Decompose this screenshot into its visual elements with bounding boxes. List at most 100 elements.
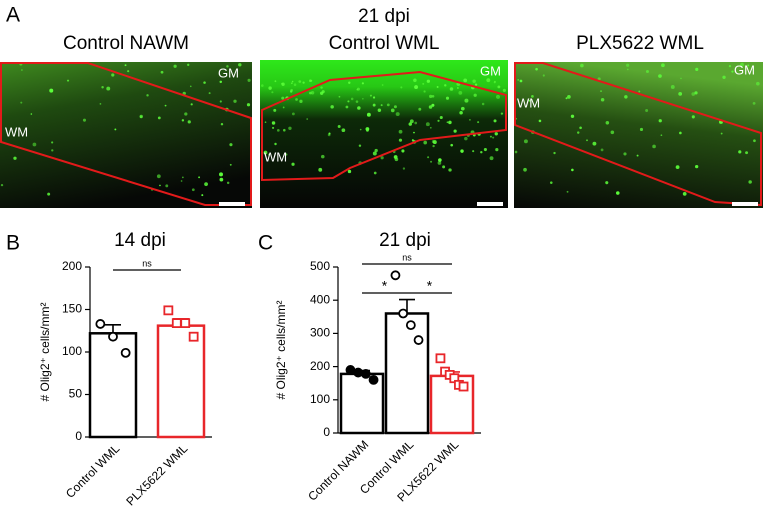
- cell-dot: [567, 95, 571, 99]
- cell-dot: [66, 79, 70, 82]
- cell-dot: [203, 81, 206, 84]
- cell-dot: [298, 80, 302, 83]
- cell-dot: [600, 90, 602, 92]
- region-label: WM: [517, 95, 540, 110]
- cell-dot: [381, 84, 384, 86]
- outline: [261, 70, 507, 182]
- cell-dot: [738, 150, 742, 154]
- cell-dot: [337, 125, 341, 128]
- cell-dot: [47, 192, 51, 196]
- significance-label: *: [427, 278, 433, 294]
- cell-dot: [157, 116, 161, 120]
- cell-dot: [302, 81, 305, 84]
- cell-dot: [425, 122, 430, 127]
- cell-dot: [219, 177, 224, 182]
- cell-dot: [291, 112, 295, 116]
- cell-dot: [111, 73, 115, 77]
- cell-dot: [453, 129, 457, 133]
- cell-dot: [626, 68, 629, 71]
- significance-label: ns: [142, 258, 152, 268]
- cell-dot: [358, 144, 362, 147]
- cell-dot: [219, 172, 224, 177]
- cell-dot: [402, 167, 406, 170]
- cell-dot: [437, 161, 442, 165]
- cell-dot: [159, 184, 161, 187]
- cell-dot: [30, 113, 33, 115]
- cell-dot: [338, 95, 341, 98]
- cell-dot: [398, 138, 403, 142]
- cell-dot: [695, 164, 699, 169]
- cell-dot: [495, 148, 499, 152]
- cell-dot: [283, 128, 286, 132]
- region-label: GM: [734, 62, 755, 77]
- cell-dot: [639, 127, 644, 132]
- cell-dot: [731, 70, 734, 73]
- cell-dot: [694, 91, 698, 95]
- cell-dot: [483, 147, 487, 152]
- data-point: [368, 374, 379, 385]
- cell-dot: [458, 90, 463, 95]
- cell-dot: [678, 92, 683, 96]
- cell-dot: [263, 150, 268, 155]
- cell-dot: [494, 132, 498, 136]
- cell-dot: [623, 152, 627, 156]
- data-point: [398, 308, 409, 319]
- data-point: [390, 270, 401, 281]
- cell-dot: [180, 180, 183, 182]
- cell-dot: [442, 165, 446, 169]
- cell-dot: [691, 92, 696, 96]
- cell-dot: [341, 128, 346, 133]
- y-tick-label: 300: [310, 326, 330, 340]
- data-point: [108, 331, 118, 342]
- data-point: [163, 305, 174, 316]
- bar: [384, 312, 430, 435]
- cell-dot: [600, 98, 605, 102]
- outline: [0, 62, 252, 206]
- data-point: [188, 331, 199, 342]
- cell-dot: [330, 105, 334, 109]
- cell-dot: [272, 126, 275, 129]
- cell-dot: [20, 101, 23, 104]
- cell-dot: [497, 85, 501, 89]
- cell-dot: [427, 156, 430, 159]
- cell-dot: [438, 158, 442, 162]
- cell-dot: [355, 100, 359, 103]
- cell-dot: [21, 69, 23, 71]
- micrographs: GM WM GM WM GM WM: [0, 60, 763, 208]
- cell-dot: [728, 65, 732, 68]
- x-tick-label: PLX5622 WML: [123, 441, 190, 508]
- scale-bar: [732, 202, 758, 206]
- cell-dot: [450, 143, 454, 147]
- cell-dot: [208, 92, 211, 95]
- cell-dot: [365, 127, 370, 131]
- image-title: Control WML: [329, 33, 440, 54]
- cell-dot: [472, 150, 475, 153]
- cell-dot: [414, 85, 418, 90]
- cell-dot: [49, 88, 54, 93]
- cell-dot: [268, 86, 272, 90]
- cell-dot: [408, 122, 412, 126]
- cell-dot: [571, 168, 574, 172]
- cell-dot: [474, 83, 478, 86]
- cell-dot: [261, 84, 264, 87]
- cell-dot: [319, 91, 324, 95]
- cell-dot: [645, 69, 649, 73]
- cell-dot: [542, 74, 545, 77]
- cell-dot: [409, 119, 414, 124]
- data-point: [413, 335, 424, 345]
- y-tick-label: 200: [310, 359, 330, 373]
- cell-dot: [448, 168, 452, 172]
- cell-dot: [82, 118, 87, 122]
- cell-dot: [246, 103, 251, 107]
- cell-dot: [430, 160, 433, 163]
- cell-dot: [160, 70, 164, 74]
- cell-dot: [401, 149, 405, 153]
- cell-dot: [691, 115, 695, 119]
- scale-bar: [219, 202, 245, 206]
- cell-dot: [191, 188, 195, 192]
- cell-dot: [500, 112, 504, 115]
- cell-dot: [517, 79, 520, 81]
- y-tick-label: 150: [62, 302, 82, 316]
- cell-dot: [306, 118, 309, 120]
- cell-dot: [189, 85, 192, 88]
